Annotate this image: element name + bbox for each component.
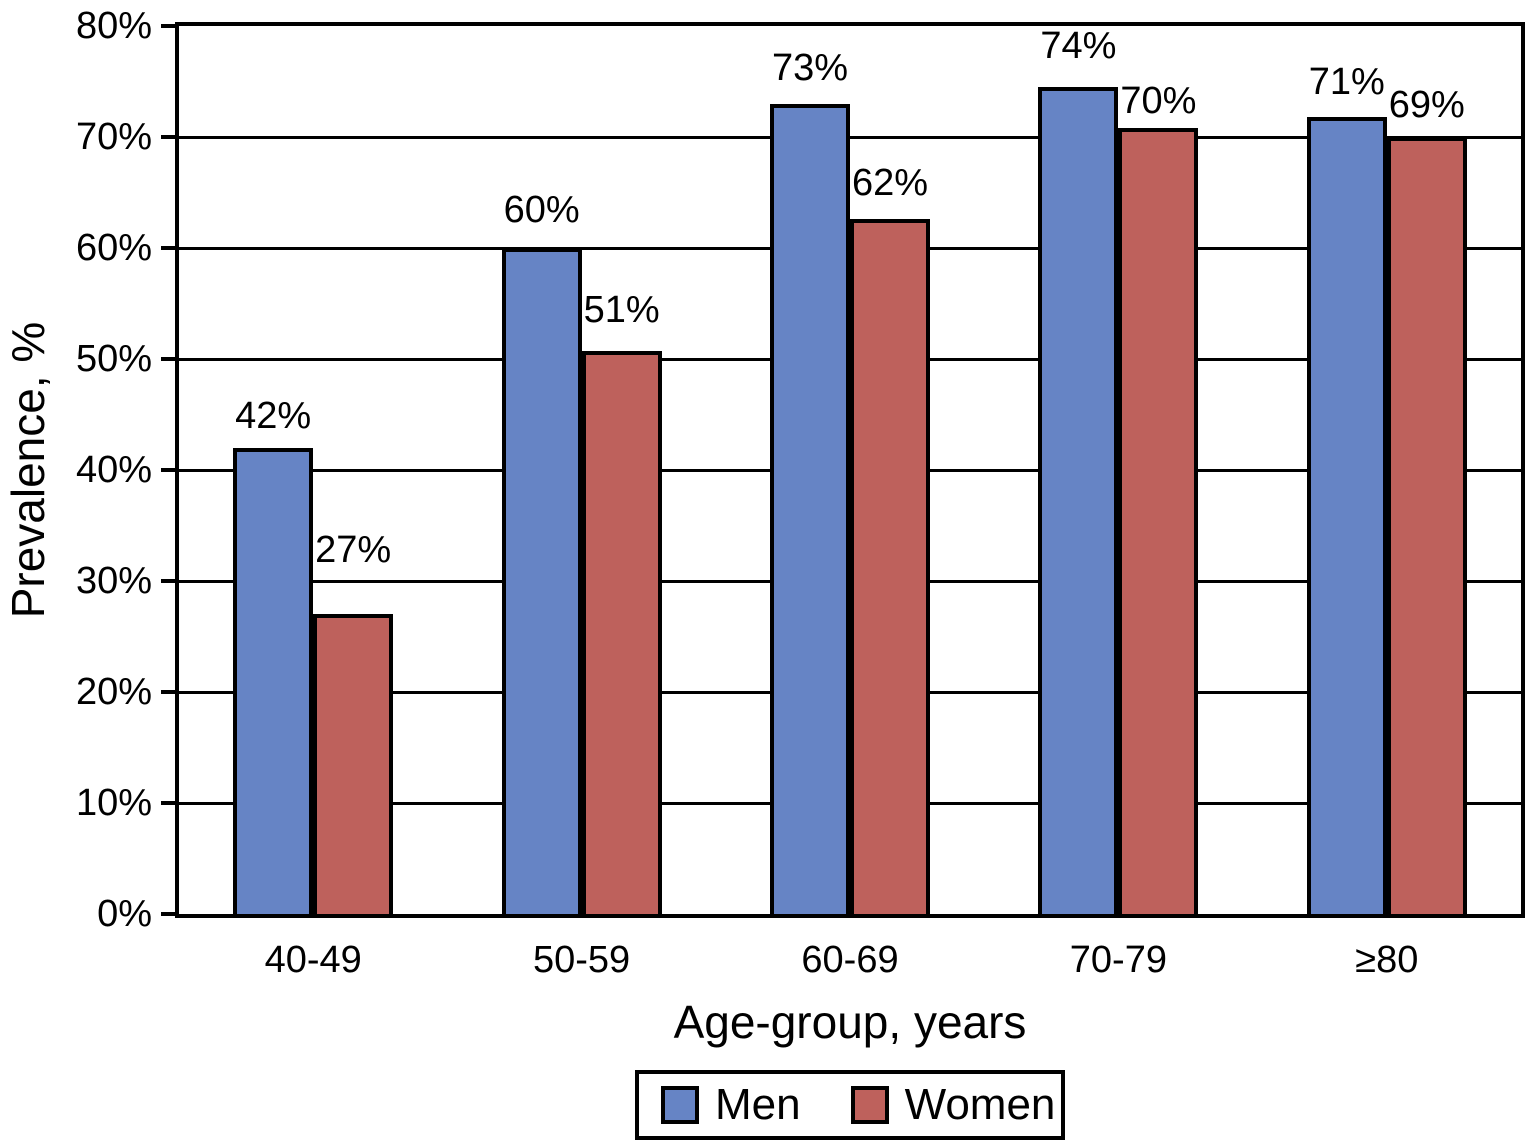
bar-men-70-79 [1038, 87, 1119, 914]
x-tick-label: 60-69 [801, 939, 899, 981]
legend-swatch-women-icon [850, 1086, 889, 1124]
y-tick-mark [161, 579, 175, 583]
bar-value-label: 71% [1308, 61, 1385, 104]
bar-men-60-69 [770, 103, 850, 914]
bar-men-50-59 [501, 248, 582, 914]
bar-men-40-49 [233, 447, 314, 914]
bar-men-≥80 [1306, 117, 1387, 914]
y-tick-mark [161, 468, 175, 472]
bar-value-label: 62% [851, 162, 929, 205]
bar-value-label: 70% [1120, 80, 1197, 123]
bar-women-≥80 [1386, 137, 1467, 914]
y-tick-mark [161, 24, 175, 28]
y-tick-label: 10% [75, 782, 152, 824]
plot-area: 42% 27% 60% 51% 73% 62% 74% 70% 71% 69% [175, 22, 1525, 918]
y-tick-mark [161, 690, 175, 694]
bar-women-40-49 [313, 614, 394, 914]
bar-value-label: 73% [771, 46, 849, 89]
legend-label-women: Women [904, 1080, 1056, 1129]
gridline [179, 135, 1521, 139]
y-tick-label: 30% [75, 560, 152, 602]
y-tick-label: 0% [97, 893, 152, 935]
bar-value-label: 60% [503, 189, 580, 231]
x-tick-label: 50-59 [532, 939, 631, 981]
y-tick-mark [161, 135, 175, 139]
x-axis-title: Age-group, years [673, 996, 1027, 1048]
x-tick-label: ≥80 [1355, 939, 1419, 981]
x-tick-label: 40-49 [264, 939, 362, 981]
y-tick-label: 20% [75, 671, 152, 713]
bar-women-70-79 [1118, 128, 1199, 914]
bar-women-60-69 [850, 219, 930, 914]
legend-item-men: Men [661, 1080, 801, 1130]
bar-value-label: 51% [583, 289, 660, 332]
bar-women-50-59 [581, 351, 662, 914]
bar-value-label: 69% [1388, 84, 1465, 126]
y-tick-mark [161, 801, 175, 805]
bar-value-label: 27% [315, 529, 392, 572]
legend: Men Women [635, 1070, 1065, 1140]
x-tick-label: 70-79 [1069, 939, 1167, 981]
y-tick-label: 40% [75, 449, 152, 491]
y-tick-label: 70% [75, 116, 152, 158]
bar-value-label: 42% [235, 394, 312, 437]
y-tick-label: 60% [75, 227, 152, 269]
legend-label-men: Men [715, 1080, 801, 1129]
bar-value-label: 74% [1040, 25, 1117, 68]
y-tick-mark [161, 357, 175, 361]
y-tick-mark [161, 912, 175, 916]
y-tick-mark [161, 246, 175, 250]
y-tick-label: 50% [75, 338, 152, 380]
y-tick-label: 80% [75, 5, 152, 47]
legend-swatch-men-icon [661, 1086, 699, 1124]
legend-item-women: Women [850, 1080, 1056, 1130]
